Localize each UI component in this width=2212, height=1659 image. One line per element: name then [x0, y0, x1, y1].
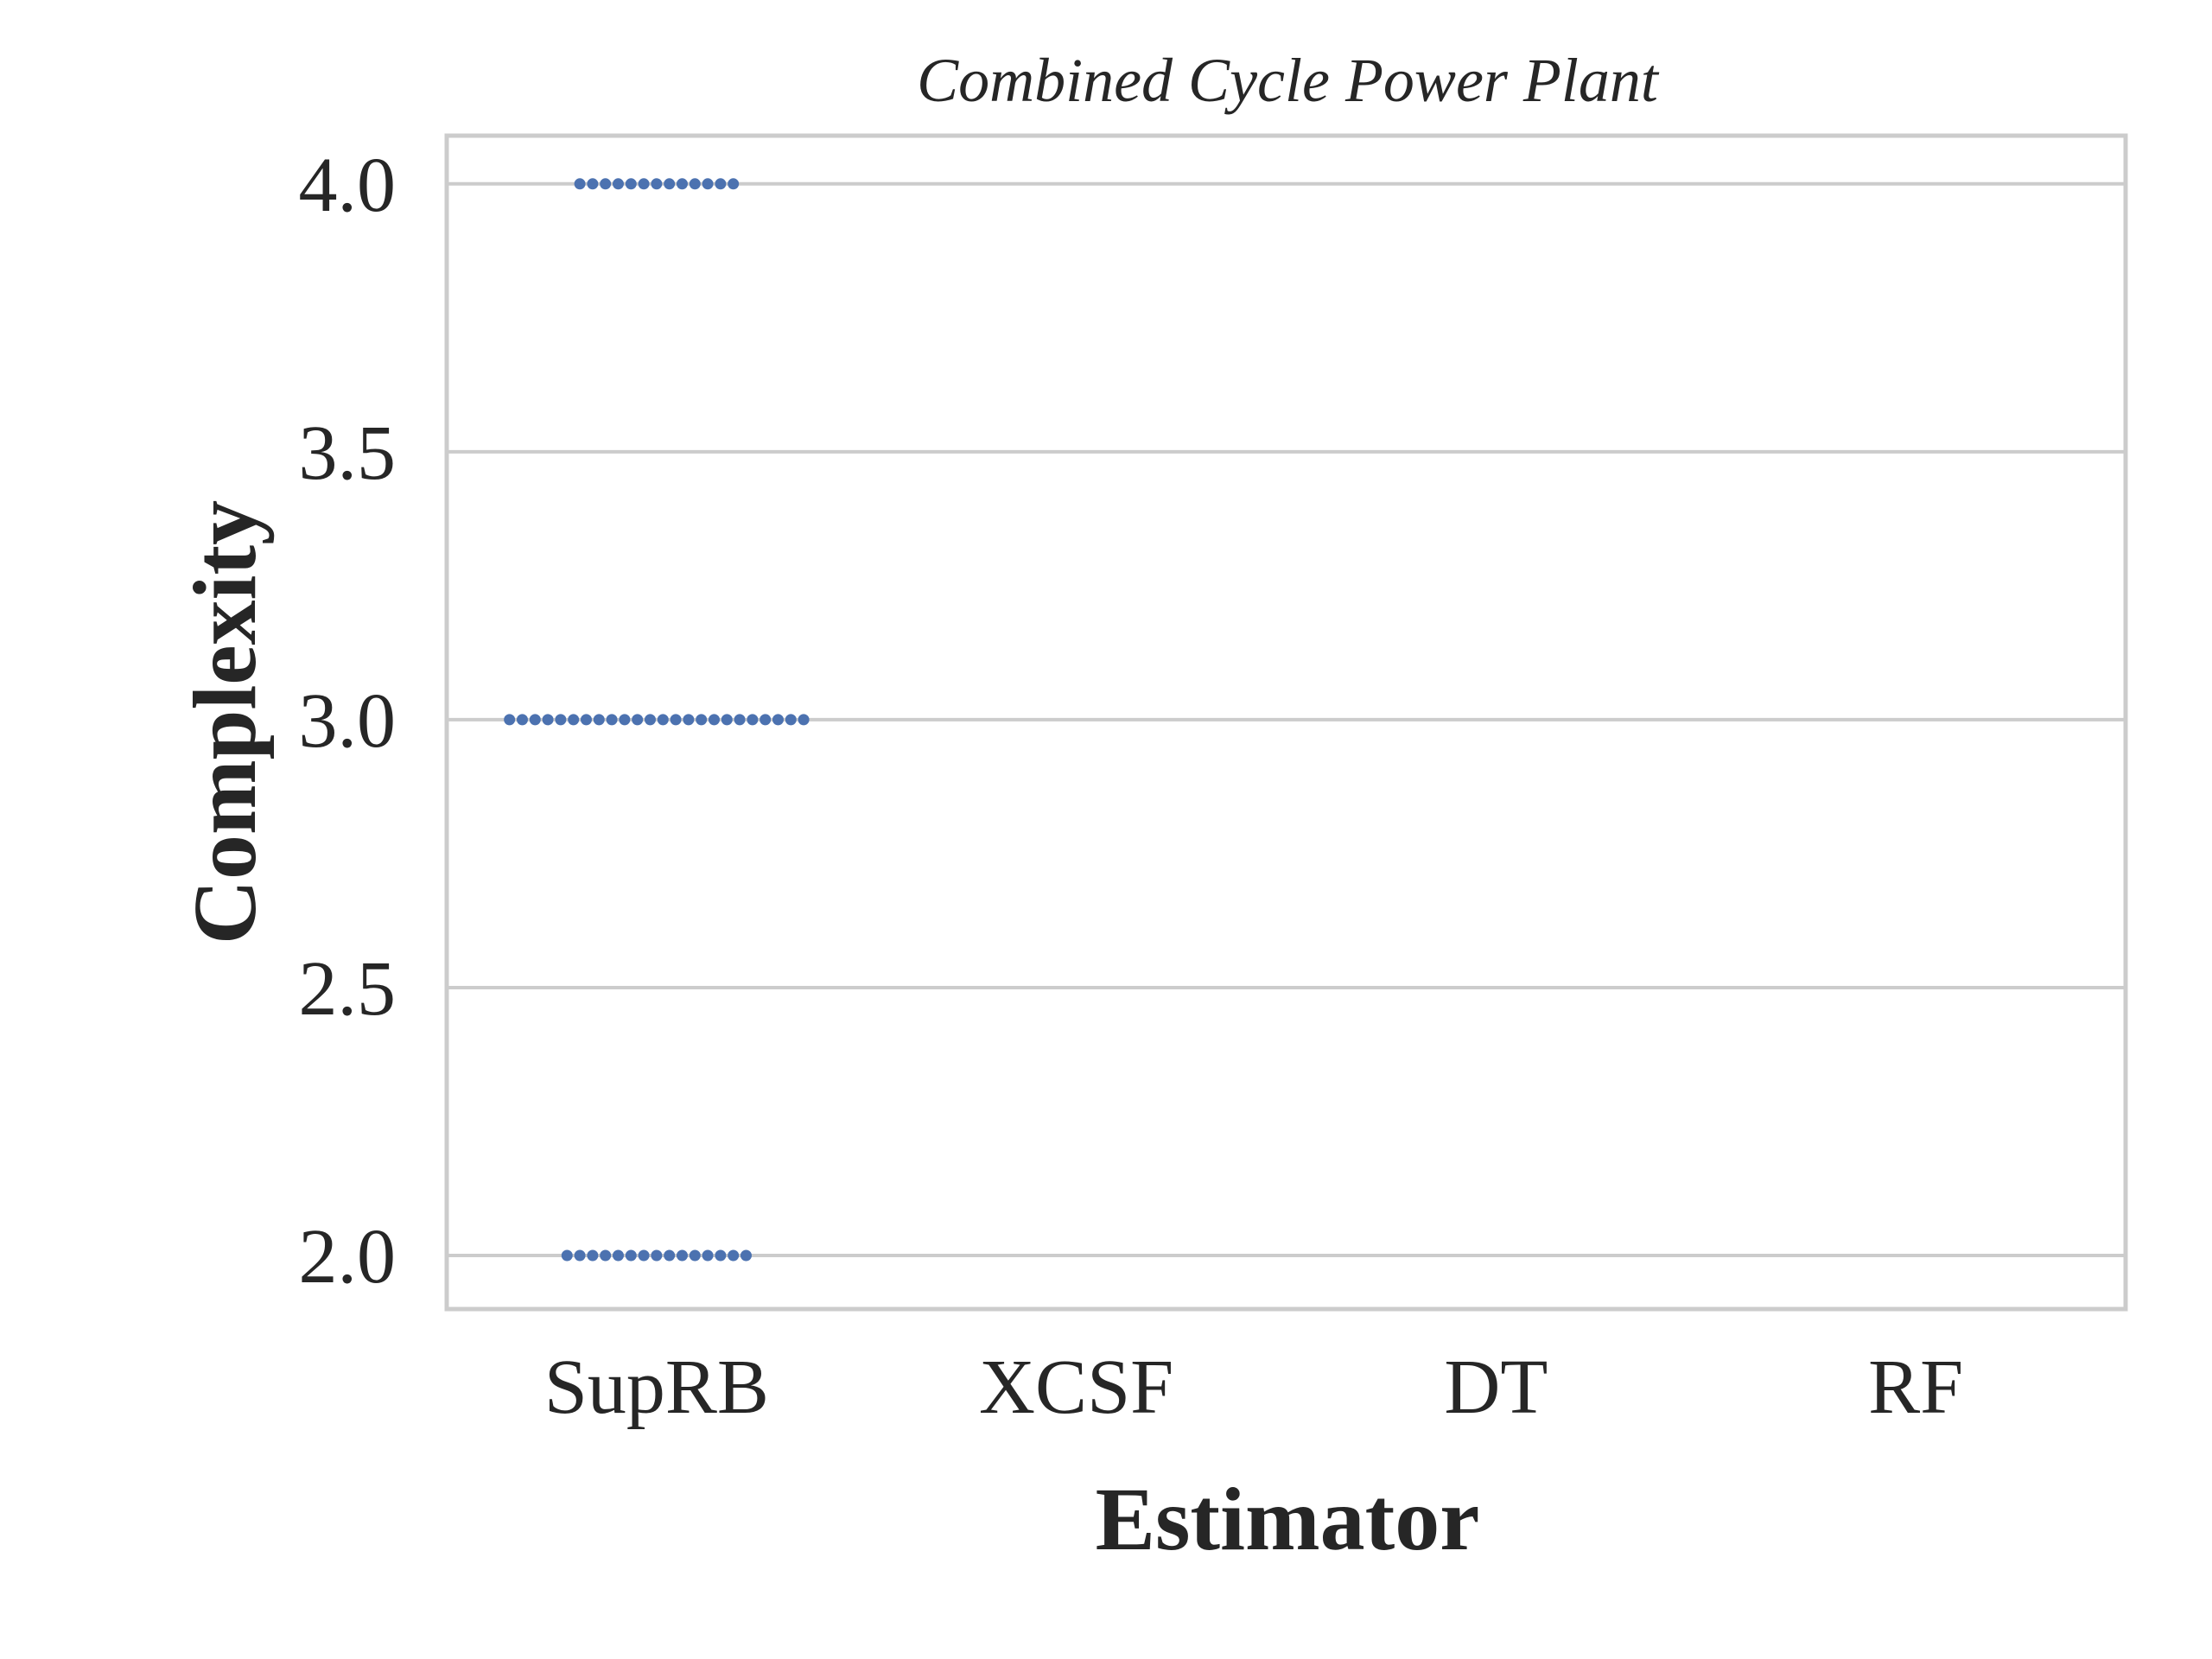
data-point	[516, 714, 528, 726]
x-tick-label: XCSF	[979, 1344, 1173, 1430]
data-point	[593, 714, 605, 726]
data-point	[696, 714, 708, 726]
data-point	[561, 1249, 573, 1262]
data-point	[504, 714, 516, 726]
data-point	[715, 1249, 727, 1262]
data-point	[638, 178, 650, 190]
data-point	[580, 714, 592, 726]
y-tick-labels: 2.0 2.5 3.0 3.5 4.0	[299, 143, 397, 1300]
data-point	[600, 178, 612, 190]
data-point	[644, 714, 656, 726]
data-point	[587, 1249, 599, 1262]
data-point	[747, 714, 759, 726]
data-point	[721, 714, 733, 726]
data-point	[798, 714, 810, 726]
x-tick-labels: SupRB XCSF DT RF	[544, 1344, 1963, 1430]
data-point	[612, 178, 624, 190]
data-point	[632, 714, 644, 726]
data-point	[683, 714, 695, 726]
data-point	[676, 178, 688, 190]
y-tick-label: 3.0	[299, 678, 397, 764]
y-tick-label: 2.5	[299, 946, 397, 1032]
data-point	[529, 714, 541, 726]
data-point	[574, 1249, 586, 1262]
data-point	[708, 714, 720, 726]
data-point	[568, 714, 580, 726]
data-point	[760, 714, 772, 726]
x-axis-label: Estimator	[1096, 1470, 1480, 1569]
data-point	[542, 714, 554, 726]
data-point	[651, 1249, 663, 1262]
data-point	[587, 178, 599, 190]
data-point	[702, 178, 714, 190]
chart-title: Combined Cycle Power Plant	[917, 46, 1660, 115]
data-point	[702, 1249, 714, 1262]
data-point	[740, 1249, 752, 1262]
data-points	[504, 178, 810, 1262]
data-point	[651, 178, 663, 190]
data-point	[625, 178, 637, 190]
data-point	[612, 1249, 624, 1262]
data-point	[785, 714, 797, 726]
y-axis-label: Complexity	[175, 500, 275, 944]
x-tick-label: SupRB	[544, 1344, 769, 1430]
x-tick-label: DT	[1444, 1344, 1548, 1430]
data-point	[689, 1249, 701, 1262]
data-point	[689, 178, 701, 190]
y-tick-label: 4.0	[299, 143, 397, 228]
data-point	[676, 1249, 688, 1262]
x-tick-label: RF	[1868, 1344, 1963, 1430]
data-point	[734, 714, 746, 726]
data-point	[670, 714, 682, 726]
data-point	[555, 714, 567, 726]
y-tick-label: 2.0	[299, 1214, 397, 1300]
y-tick-label: 3.5	[299, 410, 397, 496]
data-point	[772, 714, 784, 726]
data-point	[600, 1249, 612, 1262]
data-point	[625, 1249, 637, 1262]
plot-frame	[444, 133, 2128, 1312]
data-point	[638, 1249, 650, 1262]
data-point	[574, 178, 586, 190]
data-point	[657, 714, 669, 726]
data-point	[606, 714, 618, 726]
data-point	[715, 178, 727, 190]
data-point	[619, 714, 631, 726]
data-point	[664, 1249, 676, 1262]
data-point	[728, 1249, 740, 1262]
data-point	[664, 178, 676, 190]
data-point	[728, 178, 740, 190]
